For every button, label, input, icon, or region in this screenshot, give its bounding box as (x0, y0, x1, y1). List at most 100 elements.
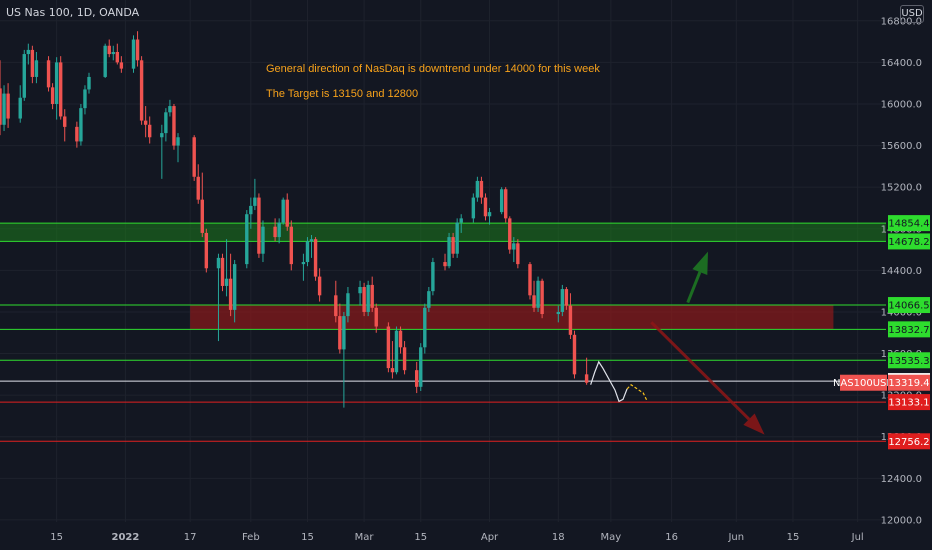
candle-body (516, 243, 520, 265)
candle-body (487, 212, 492, 217)
candle-body (50, 87, 55, 104)
time-tick-label: Apr (481, 532, 499, 543)
level-tag: 14854.4 (888, 215, 930, 232)
candle-body (512, 243, 516, 250)
time-axis[interactable]: 15 2022 17 Feb 15 Mar 15 Apr 18 May 16 Jun 15 Jul (50, 532, 863, 543)
candle-body (83, 89, 87, 109)
currency-button[interactable]: USD (900, 5, 924, 23)
candle-body (475, 180, 480, 198)
candle-body (431, 262, 435, 292)
chart-zones (0, 223, 886, 330)
candle-body (584, 374, 589, 383)
candle-body (232, 264, 237, 310)
candle-body (75, 126, 79, 142)
candle-body (245, 214, 249, 265)
last-price-tag: 13319.4 (888, 374, 930, 391)
candle-body (471, 197, 476, 219)
candle-body (277, 222, 281, 238)
time-tick-label: 15 (301, 532, 314, 543)
candle-body (560, 289, 565, 312)
candle-body (172, 106, 176, 146)
candle-body (281, 199, 285, 223)
candle-body (301, 262, 306, 265)
candle-body (483, 197, 488, 217)
projection-wave (590, 360, 628, 403)
candle-body (143, 120, 148, 125)
candle-body (200, 199, 204, 233)
candle-body (443, 262, 447, 267)
candle-body (58, 62, 63, 117)
candle-body (26, 49, 31, 55)
candle-body (427, 291, 431, 308)
candle-body (556, 311, 561, 315)
candle-body (204, 232, 209, 269)
zone-green (0, 223, 886, 242)
candle-body (147, 124, 152, 138)
candle-body (532, 295, 536, 308)
candle-body (63, 116, 67, 127)
level-lines (0, 222, 886, 442)
time-tick-label: 15 (414, 532, 427, 543)
candle-body (508, 218, 512, 250)
time-tick-label: 18 (552, 532, 565, 543)
candle-body (419, 347, 423, 387)
candle-body (285, 199, 289, 227)
candle-body (459, 218, 463, 223)
price-tick-label: 16000.0 (881, 99, 922, 110)
candle-body (455, 222, 459, 254)
candle-body (6, 93, 10, 119)
candle-body (479, 180, 484, 198)
arrow-down-head (743, 413, 765, 435)
price-axis[interactable]: 12000.012400.012800.013200.013600.014000… (881, 16, 922, 526)
candle-body (168, 106, 172, 113)
candle-body (536, 280, 540, 308)
level-tag-text: 13832.7 (888, 325, 929, 336)
candle-body (176, 137, 180, 146)
candle-body (107, 45, 111, 55)
level-tag-text: 13535.3 (888, 356, 929, 367)
time-tick-label: Jul (851, 532, 864, 543)
candle-body (220, 257, 225, 286)
candle-body (370, 284, 374, 308)
candle-body (34, 60, 39, 77)
level-tag-text: 14066.5 (888, 301, 929, 312)
time-tick-label: Jun (727, 532, 744, 543)
candle-body (402, 347, 407, 371)
symbol-tag-text: NAS100USD (833, 378, 894, 389)
price-tags: 14854.414678.214066.513832.713535.313335… (833, 215, 930, 450)
candle-body (216, 257, 221, 269)
candle-body (164, 112, 168, 134)
candle-body (54, 62, 59, 104)
candle-body (564, 289, 569, 306)
level-tag: 14066.5 (888, 297, 930, 314)
candle-body (30, 49, 35, 77)
candle-body (540, 280, 544, 315)
candle-body (192, 137, 196, 177)
time-tick-label: 17 (184, 532, 197, 543)
level-tag: 13535.3 (888, 352, 930, 369)
time-tick-label: Feb (242, 532, 260, 543)
candle-body (131, 39, 136, 69)
candle-body (528, 264, 532, 296)
symbol-tag: NAS100USD (833, 374, 894, 391)
time-tick-label: 2022 (111, 532, 139, 543)
candle-body (451, 237, 455, 254)
annotation-text-target: The Target is 13150 and 12800 (266, 88, 419, 100)
price-tick-label: 12400.0 (881, 474, 922, 485)
candle-body (390, 368, 395, 373)
symbol-tag-bg (840, 374, 887, 391)
candle-body (317, 276, 322, 296)
candle-body (46, 60, 51, 88)
candle-body (447, 237, 451, 267)
price-tick-label: 12000.0 (881, 515, 922, 526)
candle-body (313, 239, 318, 277)
symbol-title[interactable]: US Nas 100, 1D, OANDA (6, 6, 140, 19)
zone-red (190, 305, 834, 330)
candle-body (87, 76, 91, 90)
candle-body (2, 93, 6, 125)
level-tag-text: 13133.1 (888, 398, 929, 409)
candle-body (362, 286, 366, 312)
candle-body (366, 284, 370, 312)
candle-body (342, 316, 346, 350)
